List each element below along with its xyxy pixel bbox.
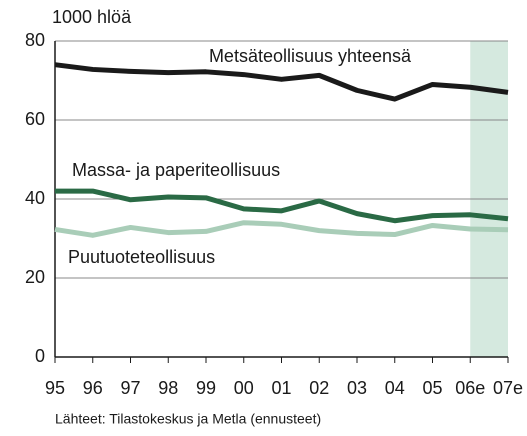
x-tick-label: 02 xyxy=(309,378,329,398)
x-tick-label: 97 xyxy=(120,378,140,398)
series-label: Puutuoteteollisuus xyxy=(68,247,215,267)
series-label: Massa- ja paperiteollisuus xyxy=(72,160,280,180)
series-line xyxy=(54,62,509,102)
x-tick-label: 07e xyxy=(493,378,523,398)
x-tick-label: 99 xyxy=(196,378,216,398)
series-label: Metsäteollisuus yhteensä xyxy=(209,46,412,66)
x-tick-label: 05 xyxy=(422,378,442,398)
x-tick-label: 01 xyxy=(271,378,291,398)
source-note: Lähteet: Tilastokeskus ja Metla (ennuste… xyxy=(55,411,321,427)
y-tick-label: 20 xyxy=(25,267,45,287)
series-line xyxy=(54,220,509,238)
x-tick-label: 04 xyxy=(385,378,405,398)
series-line xyxy=(55,188,509,224)
y-tick-label: 60 xyxy=(25,109,45,129)
y-tick-label: 0 xyxy=(35,346,45,366)
x-tick-label: 96 xyxy=(83,378,103,398)
y-tick-label: 40 xyxy=(25,188,45,208)
x-tick-label: 98 xyxy=(158,378,178,398)
x-tick-label: 00 xyxy=(234,378,254,398)
x-tick-label: 06e xyxy=(455,378,485,398)
y-unit-label: 1000 hlöä xyxy=(52,7,132,27)
x-tick-label: 03 xyxy=(347,378,367,398)
x-tick-label: 95 xyxy=(45,378,65,398)
y-tick-label: 80 xyxy=(25,30,45,50)
